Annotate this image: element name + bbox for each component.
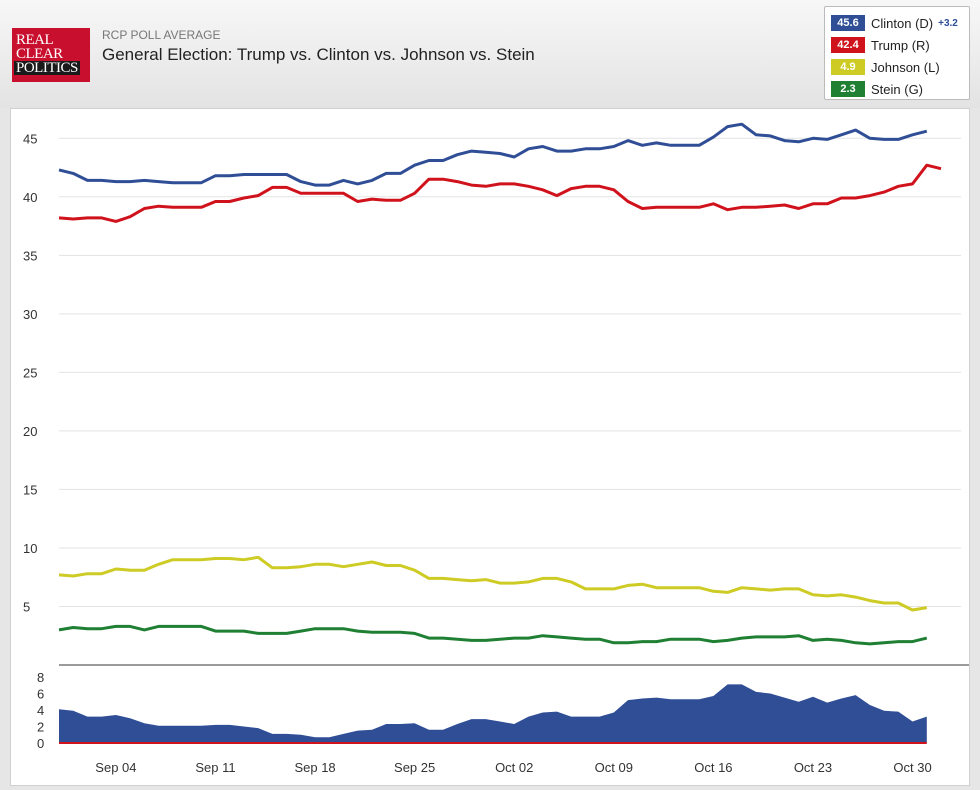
spread-y-tick-label: 2 [37,720,44,735]
poll-chart: 5 10 15 20 25 30 35 40 45 02 46 8 Sep 04 Sep 11 Sep 18… [23,122,969,775]
y-tick-label: 10 [23,541,37,556]
y-tick-label: 35 [23,248,37,263]
legend-value-trump: 42.4 [831,37,865,53]
y-tick-label: 25 [23,365,37,380]
spread-area [59,684,927,743]
x-tick-label: Sep 11 [195,760,235,775]
legend-name-trump: Trump (R) [871,37,930,53]
spread-y-tick-label: 8 [37,670,44,685]
legend-item-trump[interactable]: 42.4 Trump (R) [831,34,963,56]
legend-value-clinton: 45.6 [831,15,865,31]
y-tick-label: 40 [23,190,37,205]
page-subtitle: RCP POLL AVERAGE [102,28,221,42]
legend-name-clinton: Clinton (D) [871,15,934,31]
legend-spread-clinton: +3.2 [938,17,958,29]
logo-word-1: REAL [16,32,54,48]
legend-item-stein[interactable]: 2.3 Stein (G) [831,78,963,100]
logo-word-3: POLITICS [14,60,80,76]
series-line-johnson [58,555,928,612]
legend-item-johnson[interactable]: 4.9 Johnson (L) [831,56,963,78]
y-tick-label: 15 [23,482,37,497]
series-line-stein [58,624,928,646]
x-tick-label: Oct 02 [495,760,533,775]
y-tick-label: 30 [23,307,37,322]
x-tick-label: Oct 16 [694,760,732,775]
x-tick-label: Sep 04 [95,760,136,775]
legend-item-clinton[interactable]: 45.6 Clinton (D) +3.2 [831,12,963,34]
x-tick-label: Sep 25 [394,760,435,775]
spread-y-tick-label: 0 [37,736,44,751]
legend-value-stein: 2.3 [831,81,865,97]
legend: 45.6 Clinton (D) +3.2 42.4 Trump (R) 4.9… [824,6,970,100]
x-tick-label: Oct 09 [595,760,633,775]
y-tick-label: 45 [23,131,37,146]
rcp-logo[interactable]: REAL CLEAR POLITICS [12,28,90,82]
series-line-trump [58,163,942,223]
legend-name-johnson: Johnson (L) [871,59,940,75]
header: REAL CLEAR POLITICS RCP POLL AVERAGE Gen… [0,0,980,108]
y-tick-label: 20 [23,424,37,439]
x-tick-label: Oct 23 [794,760,832,775]
y-tick-label: 5 [23,599,30,614]
logo-word-2: CLEAR [16,46,63,62]
spread-y-tick-label: 6 [37,687,44,702]
x-tick-label: Sep 18 [294,760,335,775]
page-title: General Election: Trump vs. Clinton vs. … [102,45,535,64]
chart-area: 5 10 15 20 25 30 35 40 45 0 2 4 6 8 Sep 04 Sep 11 Sep 18… [10,108,970,786]
legend-value-johnson: 4.9 [831,59,865,75]
series-line-clinton [58,122,928,187]
x-tick-label: Oct 30 [893,760,931,775]
spread-y-tick-label: 4 [37,703,44,718]
legend-name-stein: Stein (G) [871,81,924,97]
